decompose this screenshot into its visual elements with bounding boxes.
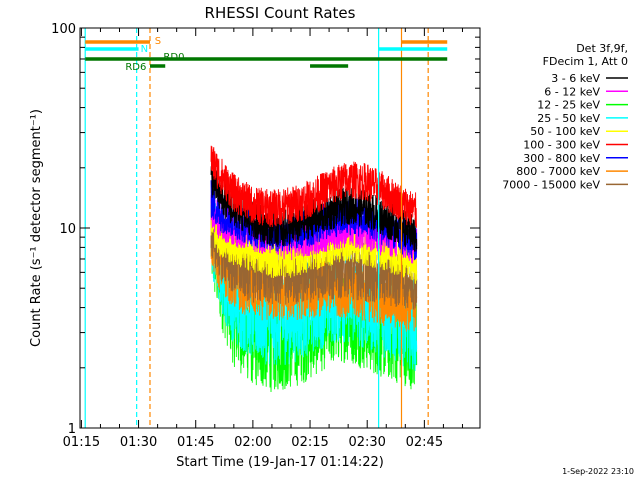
x-tick-label: 01:45 xyxy=(177,435,214,450)
legend-label: 25 - 50 keV xyxy=(537,112,600,125)
y-tick-label: 1 xyxy=(68,422,76,437)
legend-label: 300 - 800 keV xyxy=(523,152,600,165)
flag-label-rd6: RD6 xyxy=(125,62,146,73)
x-tick-label: 02:30 xyxy=(348,435,385,450)
legend-label: 3 - 6 keV xyxy=(551,72,600,85)
series-line-0 xyxy=(210,165,418,252)
y-tick-label: 10 xyxy=(59,222,76,237)
series-layer xyxy=(210,145,418,393)
legend-label: 100 - 300 keV xyxy=(523,139,600,152)
x-tick-label: 02:00 xyxy=(234,435,271,450)
flag-label-n: N xyxy=(141,44,148,55)
x-tick-label: 01:30 xyxy=(120,435,157,450)
legend-label: 50 - 100 keV xyxy=(530,125,600,138)
legend-label: 12 - 25 keV xyxy=(537,99,600,112)
axes: 01:15 01:30 01:45 02:00 02:15 02:30 02:45 1 10 10… xyxy=(51,22,481,450)
footer-timestamp: 1-Sep-2022 23:10 xyxy=(562,467,634,476)
legend-label: 6 - 12 keV xyxy=(544,85,600,98)
legend-label: 7000 - 15000 keV xyxy=(502,178,600,191)
chart-title: RHESSI Count Rates xyxy=(205,4,356,22)
x-tick-label: 02:15 xyxy=(291,435,328,450)
legend-header-1: Det 3f,9f, xyxy=(576,42,628,55)
flag-layer: SN RD0 RD6 xyxy=(85,36,448,73)
y-axis-label: Count Rate (s⁻¹ detector segment⁻¹) xyxy=(29,109,44,347)
flag-label-s: S xyxy=(155,36,161,47)
flag-label-rd0: RD0 xyxy=(163,52,184,63)
legend-label: 800 - 7000 keV xyxy=(516,165,600,178)
x-axis-label: Start Time (19-Jan-17 01:14:22) xyxy=(176,455,384,470)
series-line-5 xyxy=(210,145,418,228)
vline-layer xyxy=(84,28,429,428)
y-tick-label: 100 xyxy=(51,22,76,37)
x-tick-label: 02:45 xyxy=(406,435,443,450)
legend-header-2: FDecim 1, Att 0 xyxy=(543,55,628,68)
x-tick-label: 01:15 xyxy=(63,435,100,450)
